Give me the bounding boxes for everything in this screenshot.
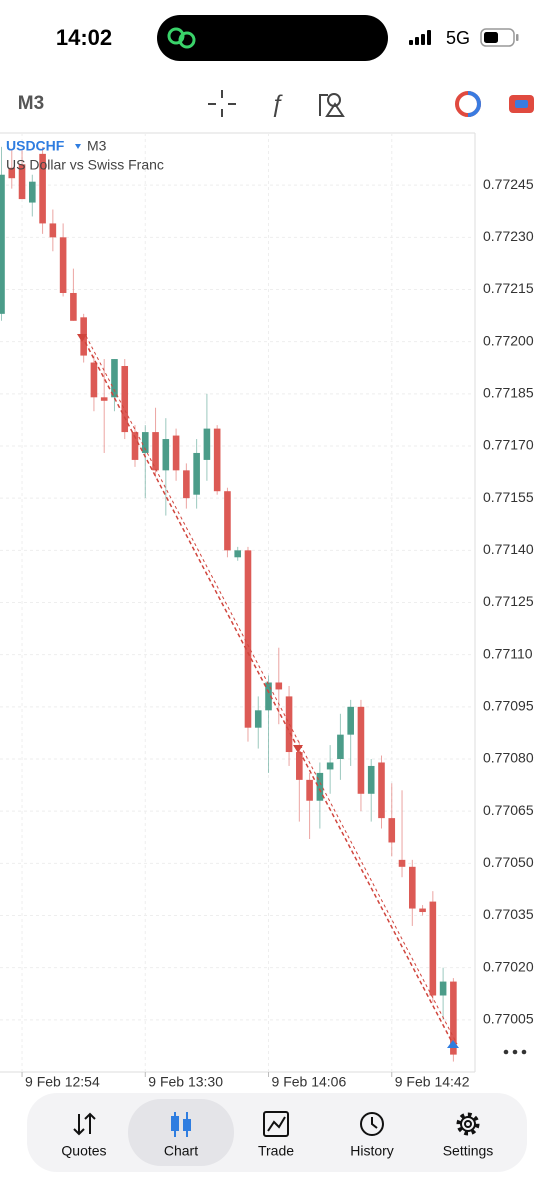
candle-body [450,981,457,1055]
y-tick-label: 0.77125 [483,593,534,609]
candle-body [347,706,354,735]
dynamic-island [157,15,388,61]
y-tick-label: 0.77245 [483,176,534,192]
network: 5G [446,28,470,48]
candle-body [224,491,231,551]
symbol[interactable]: USDCHF [6,138,65,154]
status-time: 14:02 [56,25,112,50]
candle-body [193,452,200,495]
more-menu[interactable] [503,1049,527,1055]
signal-icon [409,30,431,45]
y-tick-label: 0.77140 [483,541,534,557]
grid [0,133,475,1072]
chart-icon [171,1112,191,1137]
candle-body [29,181,36,203]
candle-body [172,435,180,471]
candle-body [70,292,77,321]
tab-label[interactable]: Settings [443,1143,494,1159]
symbol-dropdown[interactable] [75,144,81,149]
tab-bar [27,1093,527,1172]
trend-line [77,334,459,1048]
tab-label[interactable]: Trade [258,1143,294,1159]
color-scheme-icon[interactable] [455,91,481,117]
tab-icons [73,1111,480,1137]
tab-label[interactable]: Quotes [61,1143,106,1159]
x-tick-label: 9 Feb 14:06 [272,1074,347,1090]
settings-icon [456,1112,480,1136]
crosshair-icon[interactable] [208,90,236,117]
candle-body [306,779,313,801]
candle-body [152,432,159,471]
candle-body [429,901,437,996]
candle-body [265,682,272,711]
candle-body [141,432,149,453]
candle-body [111,359,118,398]
y-tick-label: 0.77065 [483,802,534,818]
y-tick-label: 0.77200 [483,332,534,348]
candle-body [367,765,375,794]
x-tick-label: 9 Feb 12:54 [25,1074,100,1090]
objects-icon[interactable] [319,93,345,117]
quotes-icon [73,1112,96,1136]
tab-label[interactable]: History [350,1143,394,1159]
x-tick-label: 9 Feb 13:30 [148,1074,223,1090]
chart-timeframe: M3 [87,138,107,154]
y-tick-label: 0.77185 [483,385,534,401]
trade-panel-icon[interactable] [509,95,534,113]
candle-body [296,752,303,780]
y-tick-label: 0.77005 [483,1011,534,1027]
candle-body [398,859,406,867]
indicators-icon[interactable]: ƒ [270,90,283,117]
candle-body [234,550,242,558]
candle-body [254,710,262,728]
candles [0,146,457,1062]
tab-active-bg [128,1099,234,1166]
history-icon [360,1112,384,1136]
candle-body [337,734,344,759]
y-tick-label: 0.77050 [483,854,534,870]
tab-items: Quotes Chart Trade History Settings [61,1099,493,1166]
y-tick-label: 0.77170 [483,437,534,453]
tab-label[interactable]: Chart [164,1143,198,1159]
candle-body [388,818,396,843]
timeframe-button[interactable]: M3 [18,93,44,114]
candle-body [378,762,385,819]
candle-body [90,362,98,398]
candle-body [59,237,67,293]
symbol-description: US Dollar vs Swiss Franc [6,157,164,173]
y-tick-label: 0.77035 [483,906,534,922]
candle-body [326,762,334,770]
candle-body [244,550,252,728]
candle-body [49,223,57,238]
y-tick-label: 0.77080 [483,750,534,766]
battery [480,28,519,47]
candle-body [316,772,324,801]
y-tick-label: 0.77020 [483,958,534,974]
candle-body [275,682,283,690]
candle-body [419,908,426,913]
y-tick-label: 0.77155 [483,489,534,505]
y-tick-label: 0.77095 [483,698,534,714]
candle-body [203,428,211,460]
y-tick-label: 0.77230 [483,228,534,244]
y-tick-label: 0.77215 [483,280,534,296]
trade-icon [263,1111,289,1137]
candle-body [439,981,447,996]
candle-body [357,706,365,794]
candle-body [39,153,46,224]
candle-body [213,428,221,492]
candle-body [183,470,190,499]
island-icon [167,27,196,49]
candle-body [162,439,170,471]
candle-body [131,432,139,460]
candle-body [0,174,5,314]
candle-body [8,167,16,179]
candle-body [18,164,26,200]
candle-body [121,366,129,433]
candle-body [409,866,416,909]
candle-body [100,397,108,401]
y-tick-label: 0.77110 [483,645,533,661]
x-tick-label: 9 Feb 14:42 [395,1074,470,1090]
